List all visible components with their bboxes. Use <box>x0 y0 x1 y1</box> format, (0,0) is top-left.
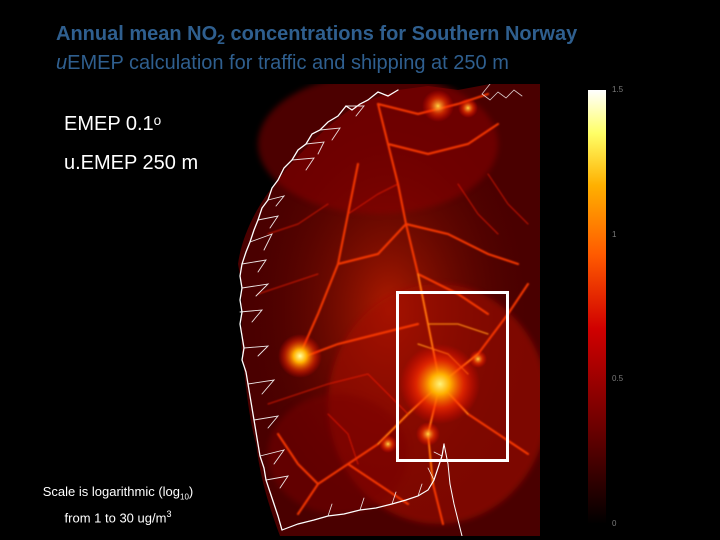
scale-caption: Scale is logarithmic (log10) from 1 to 3… <box>8 484 228 526</box>
title-line-2: uEMEP calculation for traffic and shippi… <box>56 52 509 74</box>
colorbar-tick-label: 0 <box>612 519 617 528</box>
title-line-1: Annual mean NO2 concentrations for South… <box>56 23 578 47</box>
colorbar <box>588 90 606 524</box>
uemep-label: u.EMEP 250 m <box>64 152 199 174</box>
oslo-hotspot <box>400 344 480 424</box>
no2-concentration-map <box>238 84 540 536</box>
colorbar-tick-label: 1 <box>612 229 617 239</box>
slide-title: Annual mean NO2 concentrations for South… <box>56 22 706 75</box>
caption-line-2: from 1 to 30 ug/m3 <box>64 508 172 525</box>
caption-line-1: Scale is logarithmic (log10) <box>42 484 194 502</box>
emep-label: EMEP 0.1ᵒ <box>64 113 162 135</box>
bergen-hotspot <box>278 334 322 378</box>
oslofjord-highlight-box <box>396 291 509 462</box>
colorbar-tick-label: 0.5 <box>612 374 624 384</box>
colorbar-tick-label: 1.5 <box>612 85 624 94</box>
